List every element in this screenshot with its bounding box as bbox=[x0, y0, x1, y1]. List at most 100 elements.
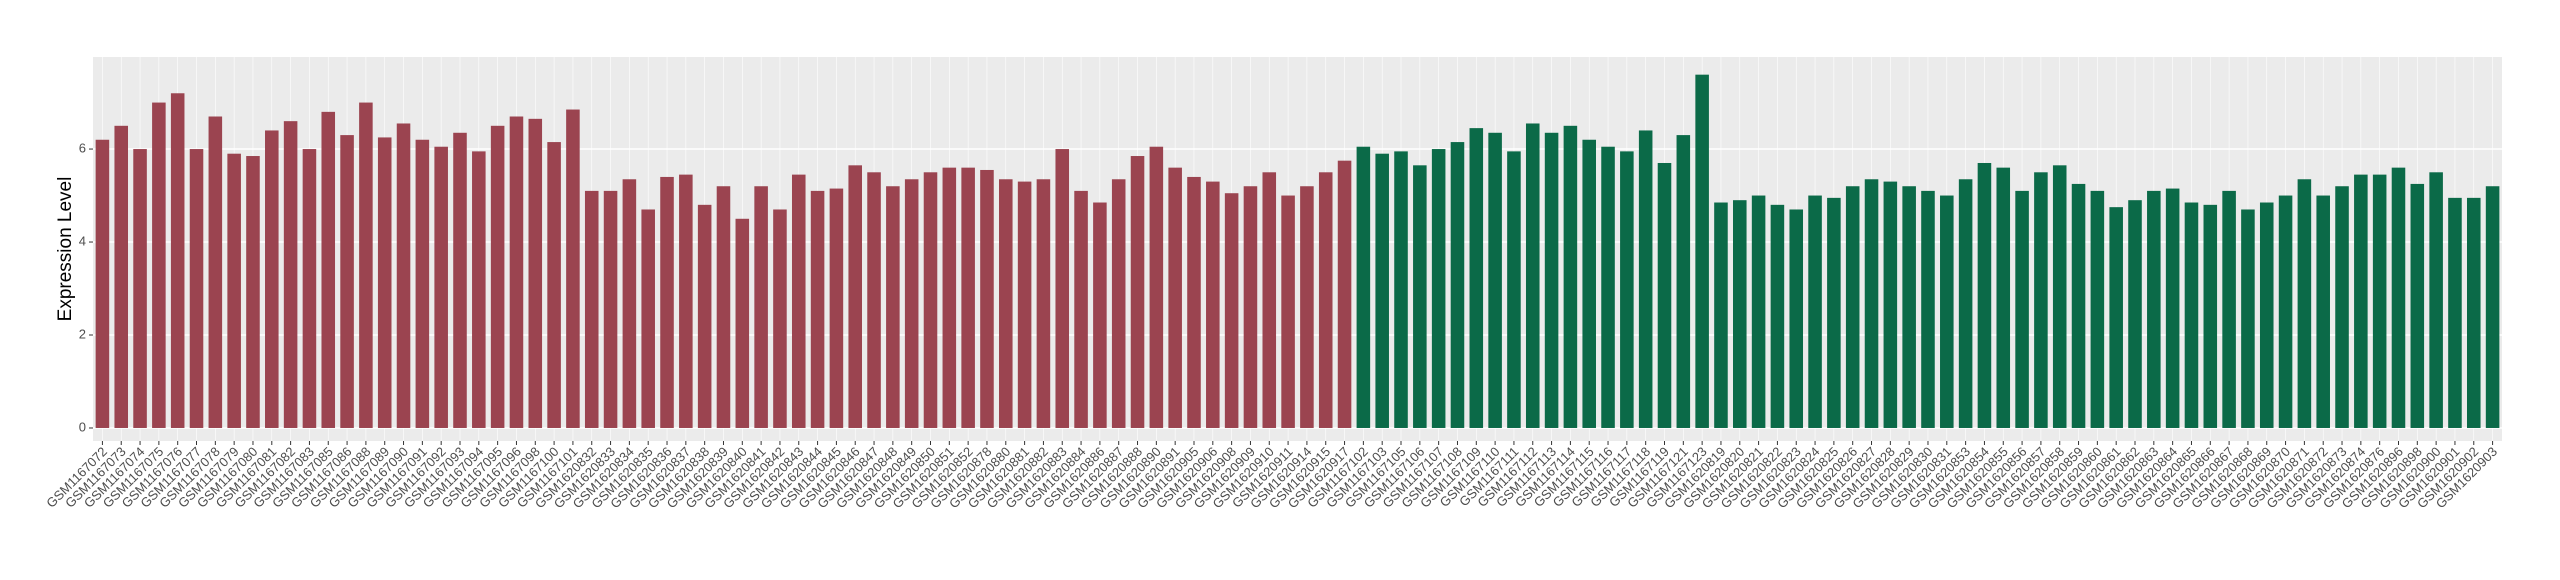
bar bbox=[1733, 200, 1747, 428]
bar bbox=[1808, 195, 1822, 428]
bar bbox=[2165, 188, 2180, 428]
bar bbox=[1544, 132, 1559, 428]
bar bbox=[1318, 172, 1333, 428]
bar bbox=[170, 93, 185, 428]
bar bbox=[152, 102, 166, 428]
bar bbox=[2222, 190, 2236, 428]
bar bbox=[1864, 179, 1879, 428]
bar bbox=[2184, 202, 2199, 428]
bar bbox=[1055, 149, 1070, 428]
bar bbox=[2128, 200, 2142, 428]
bar bbox=[1563, 125, 1578, 428]
bar bbox=[904, 179, 919, 428]
bar bbox=[1582, 139, 1596, 428]
bar bbox=[773, 209, 787, 428]
bar bbox=[622, 179, 637, 428]
bar bbox=[1827, 197, 1841, 428]
bar bbox=[829, 188, 844, 428]
bar bbox=[2259, 202, 2274, 428]
bar bbox=[2278, 195, 2293, 428]
y-axis-title: Expression Level bbox=[55, 177, 76, 322]
bar bbox=[1883, 181, 1898, 428]
bar bbox=[1394, 151, 1408, 428]
bar bbox=[509, 116, 524, 428]
bar bbox=[999, 179, 1013, 428]
bar bbox=[1413, 165, 1427, 428]
bar bbox=[1751, 195, 1766, 428]
bar bbox=[1111, 179, 1126, 428]
bar bbox=[321, 111, 336, 428]
bar bbox=[114, 125, 129, 428]
bar bbox=[1375, 153, 1389, 428]
bar bbox=[660, 176, 674, 428]
bar bbox=[2034, 172, 2048, 428]
bar bbox=[1977, 162, 1992, 428]
bar bbox=[1243, 186, 1258, 428]
bar bbox=[2466, 197, 2481, 428]
bar bbox=[942, 167, 957, 428]
bar bbox=[1601, 146, 1615, 428]
bar bbox=[1337, 160, 1352, 428]
bar bbox=[1224, 193, 1239, 428]
bar bbox=[1262, 172, 1277, 428]
bar bbox=[547, 142, 561, 428]
bar bbox=[2090, 190, 2105, 428]
bar bbox=[1431, 149, 1446, 428]
bar bbox=[189, 149, 204, 428]
y-tick-label: 6 bbox=[79, 140, 86, 155]
bar bbox=[453, 132, 467, 428]
bar bbox=[1450, 142, 1465, 428]
bar bbox=[133, 149, 147, 428]
bar bbox=[716, 186, 731, 428]
bar bbox=[1676, 135, 1691, 428]
bar bbox=[265, 130, 279, 428]
y-tick-label: 4 bbox=[79, 233, 86, 248]
bar bbox=[2071, 183, 2086, 428]
bar bbox=[697, 204, 712, 428]
bar bbox=[923, 172, 938, 428]
bar bbox=[1507, 151, 1521, 428]
bar bbox=[1300, 186, 1314, 428]
bar bbox=[886, 186, 900, 428]
y-tick-label: 2 bbox=[79, 326, 86, 341]
bar bbox=[2203, 204, 2218, 428]
bar bbox=[641, 209, 655, 428]
bar bbox=[1657, 162, 1672, 428]
bar bbox=[472, 151, 486, 428]
bar bbox=[2297, 179, 2312, 428]
bar bbox=[867, 172, 881, 428]
bar bbox=[1958, 179, 1973, 428]
bar bbox=[2410, 183, 2425, 428]
bar bbox=[95, 139, 110, 428]
bar bbox=[2147, 190, 2161, 428]
bar bbox=[1093, 202, 1107, 428]
bar bbox=[2429, 172, 2443, 428]
bar bbox=[848, 165, 862, 428]
bar bbox=[415, 139, 430, 428]
bar bbox=[2241, 209, 2255, 428]
bar bbox=[1130, 156, 1145, 428]
bar bbox=[603, 190, 618, 428]
bar bbox=[2316, 195, 2330, 428]
bar bbox=[1695, 74, 1709, 428]
bar bbox=[2109, 207, 2123, 428]
bar bbox=[1525, 123, 1540, 428]
bar bbox=[1770, 204, 1785, 428]
bar bbox=[1149, 146, 1164, 428]
bar bbox=[434, 146, 448, 428]
bar bbox=[1940, 195, 1954, 428]
bar bbox=[2372, 174, 2387, 428]
bar bbox=[490, 125, 505, 428]
bar bbox=[2485, 186, 2500, 428]
bar bbox=[246, 156, 260, 428]
bar bbox=[2052, 165, 2067, 428]
bar bbox=[1036, 179, 1051, 428]
bar bbox=[1789, 209, 1804, 428]
bar bbox=[1017, 181, 1032, 428]
bar bbox=[283, 121, 298, 428]
bar bbox=[584, 190, 599, 428]
bar bbox=[1187, 176, 1201, 428]
bar bbox=[1620, 151, 1634, 428]
bar bbox=[1921, 190, 1935, 428]
